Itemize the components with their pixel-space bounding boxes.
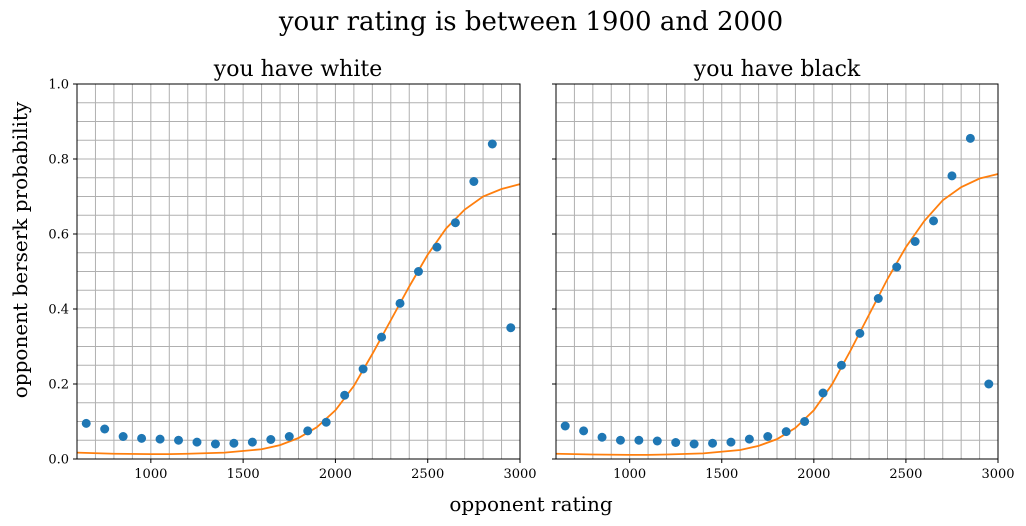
data-points-black bbox=[560, 133, 994, 449]
data-point bbox=[929, 216, 939, 226]
x-tick-label: 2500 bbox=[411, 467, 444, 482]
data-point bbox=[800, 417, 810, 426]
data-point bbox=[229, 438, 239, 448]
data-point bbox=[910, 237, 920, 246]
x-tick-label: 3000 bbox=[981, 467, 1014, 482]
data-point bbox=[965, 133, 975, 143]
x-axis-label: opponent rating bbox=[449, 492, 612, 516]
data-point bbox=[340, 390, 350, 400]
data-point bbox=[689, 439, 699, 449]
data-point bbox=[744, 434, 754, 444]
data-point bbox=[873, 294, 883, 303]
data-point bbox=[432, 242, 442, 252]
data-point bbox=[303, 426, 313, 436]
data-point bbox=[763, 432, 773, 441]
panel-title-white: you have white bbox=[213, 57, 382, 82]
y-tick-label: 0.4 bbox=[48, 303, 69, 318]
data-point bbox=[855, 328, 865, 338]
data-point bbox=[506, 323, 516, 333]
data-point bbox=[192, 437, 202, 447]
grid-black bbox=[555, 83, 999, 460]
data-point bbox=[413, 267, 423, 276]
data-point bbox=[836, 360, 846, 370]
y-tick-label: 1.0 bbox=[48, 78, 69, 93]
data-point bbox=[560, 421, 570, 431]
data-point bbox=[247, 437, 257, 447]
data-point bbox=[579, 426, 589, 436]
y-tick-label: 0.2 bbox=[48, 378, 69, 393]
x-tick-label: 1500 bbox=[705, 467, 738, 482]
grid-white bbox=[76, 83, 521, 460]
data-point bbox=[652, 436, 662, 446]
data-point bbox=[487, 139, 497, 149]
data-point bbox=[469, 177, 479, 186]
data-point bbox=[634, 435, 644, 445]
x-tick-label: 1000 bbox=[613, 467, 646, 482]
fit-curve-black bbox=[555, 173, 999, 456]
data-point bbox=[266, 435, 276, 444]
data-point bbox=[284, 432, 294, 441]
data-point bbox=[615, 435, 625, 445]
data-point bbox=[155, 434, 165, 444]
x-tick-label: 3000 bbox=[503, 467, 536, 482]
data-point bbox=[395, 298, 405, 308]
data-points-white bbox=[81, 139, 516, 449]
data-point bbox=[321, 417, 331, 427]
data-point bbox=[984, 379, 994, 389]
data-point bbox=[174, 435, 184, 445]
x-tick-label: 2500 bbox=[889, 467, 922, 482]
plot-frame-white bbox=[76, 83, 521, 460]
data-point bbox=[597, 432, 607, 442]
y-axis-label: opponent berserk probability bbox=[8, 101, 32, 398]
panel-title-black: you have black bbox=[693, 57, 861, 82]
panel-black: you have black 1000 1500 2000 2500 3000 bbox=[552, 57, 1015, 482]
data-point bbox=[818, 388, 828, 398]
y-tick-label: 0.0 bbox=[48, 453, 69, 468]
data-point bbox=[137, 433, 147, 443]
figure-title: your rating is between 1900 and 2000 bbox=[278, 7, 783, 37]
data-point bbox=[81, 418, 91, 428]
data-point bbox=[708, 438, 718, 448]
data-point bbox=[781, 427, 791, 437]
data-point bbox=[726, 437, 736, 447]
data-point bbox=[100, 424, 110, 434]
data-point bbox=[450, 218, 460, 228]
data-point bbox=[947, 171, 957, 181]
x-tick-label: 1000 bbox=[134, 467, 167, 482]
y-tick-label: 0.6 bbox=[48, 228, 69, 243]
x-tick-label: 1500 bbox=[227, 467, 260, 482]
data-point bbox=[210, 439, 220, 449]
data-point bbox=[377, 332, 387, 342]
panel-white: you have white 1000 1500 2000 2500 3000 0.0 0.… bbox=[48, 57, 536, 482]
data-point bbox=[671, 438, 681, 447]
y-tick-label: 0.8 bbox=[48, 153, 69, 168]
x-tick-label: 2000 bbox=[319, 467, 352, 482]
plot-frame-black bbox=[555, 83, 999, 460]
fit-curve-white bbox=[76, 183, 521, 456]
x-tick-label: 2000 bbox=[797, 467, 830, 482]
data-point bbox=[358, 364, 368, 374]
data-point bbox=[118, 432, 128, 441]
data-point bbox=[892, 262, 902, 272]
